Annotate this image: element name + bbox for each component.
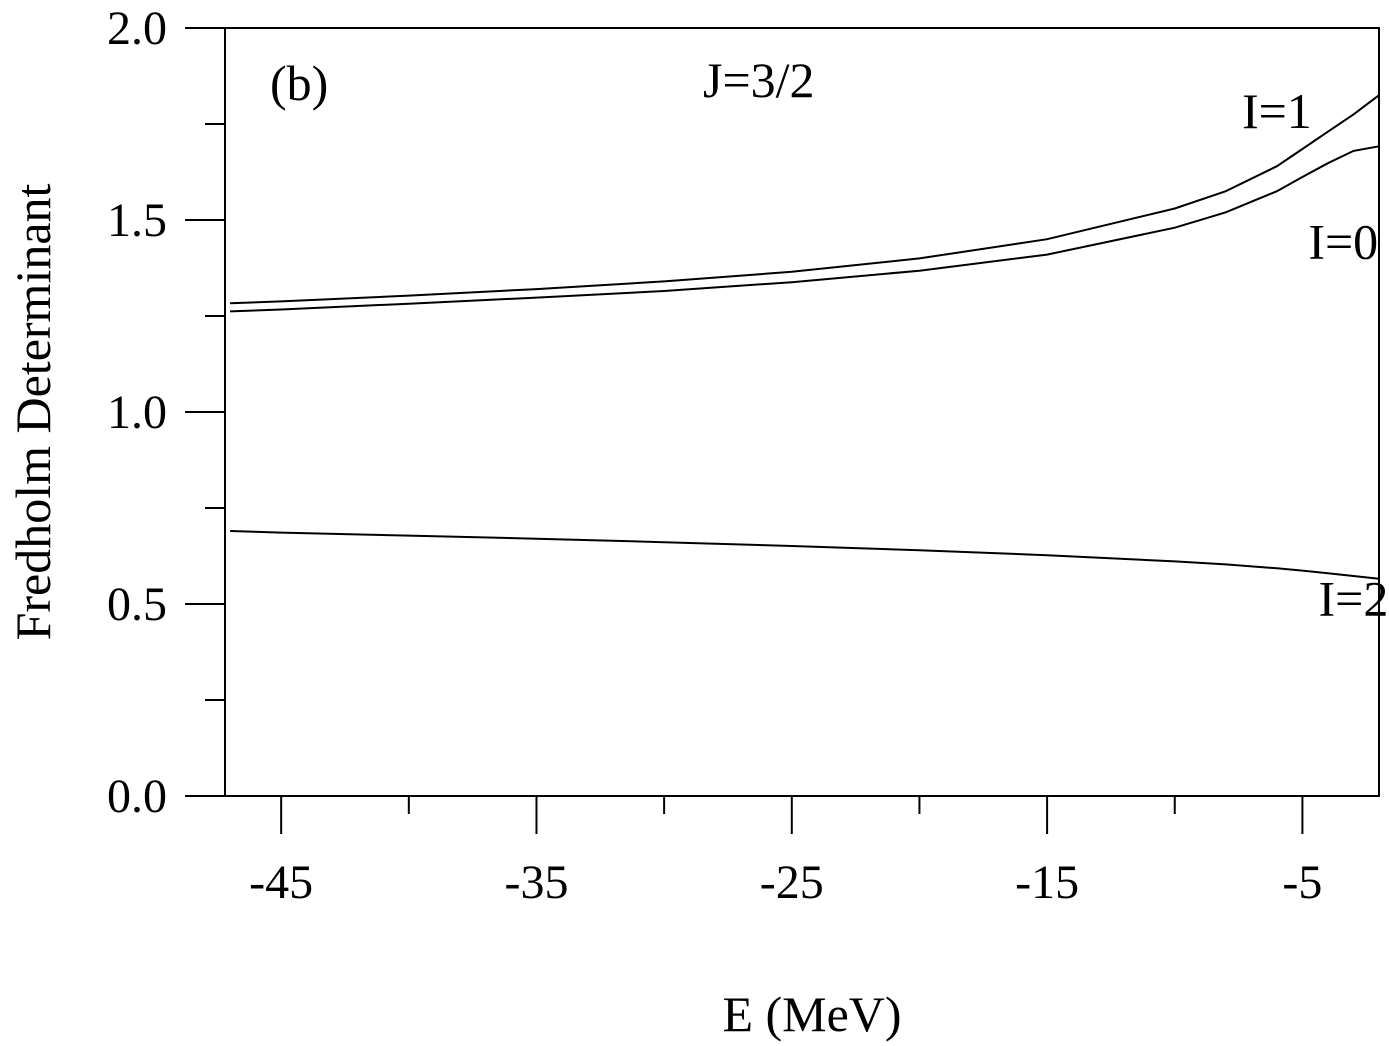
series-line-i-0 [230,145,1380,313]
series-line-i-2 [230,530,1380,580]
y-tick-label: 1.0 [107,386,167,439]
chart-subtitle: J=3/2 [703,52,815,108]
x-tick-label: -15 [1015,856,1079,909]
x-tick-label: -45 [249,856,313,909]
y-tick-label: 2.0 [107,2,167,55]
y-axis-title: Fredholm Determinant [5,183,61,640]
axis-tick-labels: 0.0 0.5 1.0 1.5 2.0 -45 -35 -25 -15 -5 [107,2,1322,909]
y-tick-label: 0.0 [107,770,167,823]
series-lines [230,94,1380,580]
y-tick-label: 0.5 [107,578,167,631]
y-tick-label: 1.5 [107,194,167,247]
x-tick-label: -5 [1282,856,1322,909]
series-label-i-2: I=2 [1319,571,1389,627]
plot-frame [224,27,1380,797]
x-tick-label: -25 [760,856,824,909]
x-tick-label: -35 [504,856,568,909]
series-label-i-1: I=1 [1242,83,1312,139]
series-line-i-1 [230,94,1380,305]
x-axis-title: E (MeV) [722,986,901,1042]
series-label-i-0: I=0 [1308,213,1378,269]
series-labels: I=1 I=0 I=2 [1242,83,1388,627]
axis-ticks [185,27,1304,834]
panel-label: (b) [270,55,328,111]
